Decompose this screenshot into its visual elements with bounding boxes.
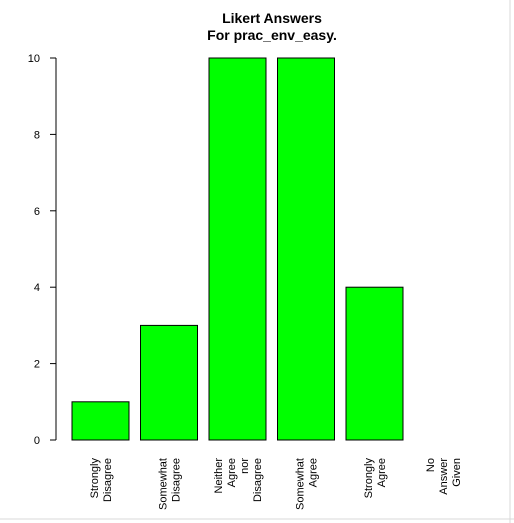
x-category-label: Strongly Agree bbox=[363, 458, 388, 499]
x-tick-label: Answer bbox=[438, 458, 450, 495]
x-axis-labels: Strongly Disagree Somewhat Disagree Neither A… bbox=[89, 458, 463, 510]
bar bbox=[208, 57, 267, 441]
x-tick-label: Neither bbox=[213, 458, 225, 494]
x-tick-label: Given bbox=[451, 458, 463, 487]
x-tick-label: Somewhat bbox=[295, 458, 307, 510]
y-tick-label: 8 bbox=[34, 129, 40, 141]
bar bbox=[277, 57, 335, 441]
chart-title: Likert Answers bbox=[222, 10, 322, 26]
x-category-label: Somewhat Disagree bbox=[158, 458, 183, 510]
bar bbox=[345, 286, 404, 441]
x-category-label: Neither Agree nor Disagree bbox=[213, 458, 264, 502]
x-tick-label: Disagree bbox=[171, 458, 183, 502]
x-tick-label: Agree bbox=[226, 458, 238, 487]
y-axis: 0 2 4 6 8 10 bbox=[28, 53, 57, 447]
x-category-label: Strongly Disagree bbox=[89, 458, 114, 503]
y-tick-label: 4 bbox=[34, 282, 40, 294]
bar bbox=[71, 401, 130, 441]
bar bbox=[140, 324, 198, 441]
x-tick-label: No bbox=[425, 458, 437, 472]
x-tick-label: Strongly bbox=[363, 458, 375, 499]
x-tick-label: Agree bbox=[376, 458, 388, 487]
x-tick-label: Strongly bbox=[89, 458, 101, 499]
y-tick-label: 0 bbox=[34, 435, 40, 447]
x-tick-label: Somewhat bbox=[158, 458, 170, 510]
bars bbox=[71, 57, 404, 441]
x-tick-label: Disagree bbox=[252, 458, 264, 502]
x-tick-label: nor bbox=[239, 458, 251, 474]
y-tick-label: 6 bbox=[34, 206, 40, 218]
x-tick-label: Disagree bbox=[102, 458, 114, 502]
y-tick-label: 10 bbox=[28, 53, 40, 65]
y-tick-label: 2 bbox=[34, 359, 40, 371]
x-category-label: No Answer Given bbox=[425, 458, 463, 495]
chart-subtitle: For prac_env_easy. bbox=[207, 27, 337, 43]
x-tick-label: Agree bbox=[308, 458, 320, 487]
x-category-label: Somewhat Agree bbox=[295, 458, 320, 510]
